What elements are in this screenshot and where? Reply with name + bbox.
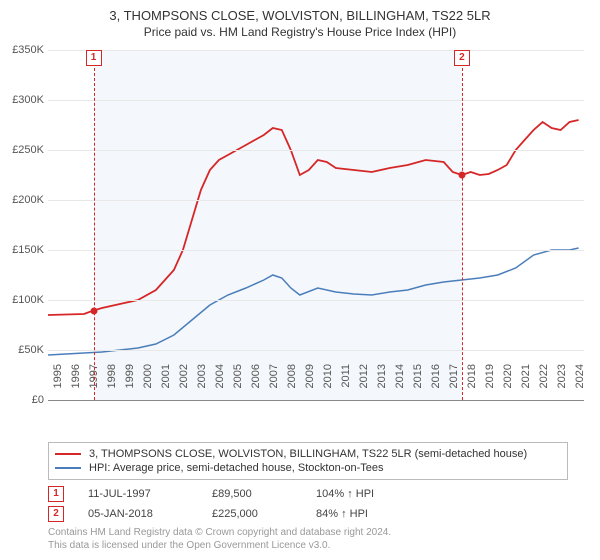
y-tick-label: £0 [32,394,44,406]
data-delta-2: 84% ↑ HPI [316,508,368,520]
gridline-h [48,250,584,251]
x-tick-label: 2010 [322,364,334,404]
y-tick-label: £200K [12,194,44,206]
marker-box-1: 1 [48,486,64,502]
gridline-h [48,50,584,51]
legend-label-1: 3, THOMPSONS CLOSE, WOLVISTON, BILLINGHA… [89,448,527,460]
x-tick-label: 2007 [268,364,280,404]
footer-line2: This data is licensed under the Open Gov… [48,539,391,552]
x-tick-label: 2008 [286,364,298,404]
footer-line1: Contains HM Land Registry data © Crown c… [48,526,391,539]
gridline-h [48,100,584,101]
data-rows: 1 11-JUL-1997 £89,500 104% ↑ HPI 2 05-JA… [48,486,374,526]
x-tick-label: 1998 [106,364,118,404]
x-tick-label: 2018 [466,364,478,404]
x-tick-label: 2019 [484,364,496,404]
data-date-2: 05-JAN-2018 [88,508,188,520]
footer: Contains HM Land Registry data © Crown c… [48,526,391,552]
marker-dot [90,307,97,314]
marker-dash [462,68,463,400]
x-tick-label: 2003 [196,364,208,404]
data-price-2: £225,000 [212,508,292,520]
y-tick-label: £350K [12,44,44,56]
data-delta-1: 104% ↑ HPI [316,488,374,500]
x-tick-label: 2024 [574,364,586,404]
x-tick-label: 1996 [70,364,82,404]
marker-dash [94,68,95,400]
y-tick-label: £100K [12,294,44,306]
x-tick-label: 2005 [232,364,244,404]
x-tick-label: 2004 [214,364,226,404]
marker-number-box: 1 [86,50,102,66]
legend-row-1: 3, THOMPSONS CLOSE, WOLVISTON, BILLINGHA… [55,447,561,461]
legend-label-2: HPI: Average price, semi-detached house,… [89,462,384,474]
chart-container: 3, THOMPSONS CLOSE, WOLVISTON, BILLINGHA… [0,0,600,560]
title-block: 3, THOMPSONS CLOSE, WOLVISTON, BILLINGHA… [0,0,600,39]
x-tick-label: 2001 [160,364,172,404]
chart-svg [48,50,584,400]
title-line1: 3, THOMPSONS CLOSE, WOLVISTON, BILLINGHA… [0,8,600,23]
legend-box: 3, THOMPSONS CLOSE, WOLVISTON, BILLINGHA… [48,442,568,480]
x-tick-label: 2009 [304,364,316,404]
x-tick-label: 2002 [178,364,190,404]
title-line2: Price paid vs. HM Land Registry's House … [0,25,600,39]
data-row-1: 1 11-JUL-1997 £89,500 104% ↑ HPI [48,486,374,502]
x-tick-label: 2017 [448,364,460,404]
x-tick-label: 1999 [124,364,136,404]
y-tick-label: £300K [12,94,44,106]
x-tick-label: 2016 [430,364,442,404]
legend-swatch-1 [55,453,81,455]
legend-row-2: HPI: Average price, semi-detached house,… [55,461,561,475]
x-tick-label: 2023 [556,364,568,404]
x-tick-label: 2006 [250,364,262,404]
marker-box-2: 2 [48,506,64,522]
y-tick-label: £250K [12,144,44,156]
data-row-2: 2 05-JAN-2018 £225,000 84% ↑ HPI [48,506,374,522]
x-tick-label: 2011 [340,364,352,404]
x-tick-label: 2012 [358,364,370,404]
y-tick-label: £150K [12,244,44,256]
gridline-h [48,150,584,151]
gridline-h [48,300,584,301]
gridline-h [48,350,584,351]
marker-number-box: 2 [454,50,470,66]
x-tick-label: 2013 [376,364,388,404]
x-tick-label: 2000 [142,364,154,404]
data-price-1: £89,500 [212,488,292,500]
x-tick-label: 2015 [412,364,424,404]
x-tick-label: 2021 [520,364,532,404]
data-date-1: 11-JUL-1997 [88,488,188,500]
y-tick-label: £50K [18,344,44,356]
legend-swatch-2 [55,467,81,469]
chart-area: £0£50K£100K£150K£200K£250K£300K£350K1995… [48,50,584,400]
marker-dot [458,172,465,179]
x-tick-label: 2022 [538,364,550,404]
x-tick-label: 2020 [502,364,514,404]
x-tick-label: 1995 [52,364,64,404]
gridline-h [48,200,584,201]
x-tick-label: 2014 [394,364,406,404]
